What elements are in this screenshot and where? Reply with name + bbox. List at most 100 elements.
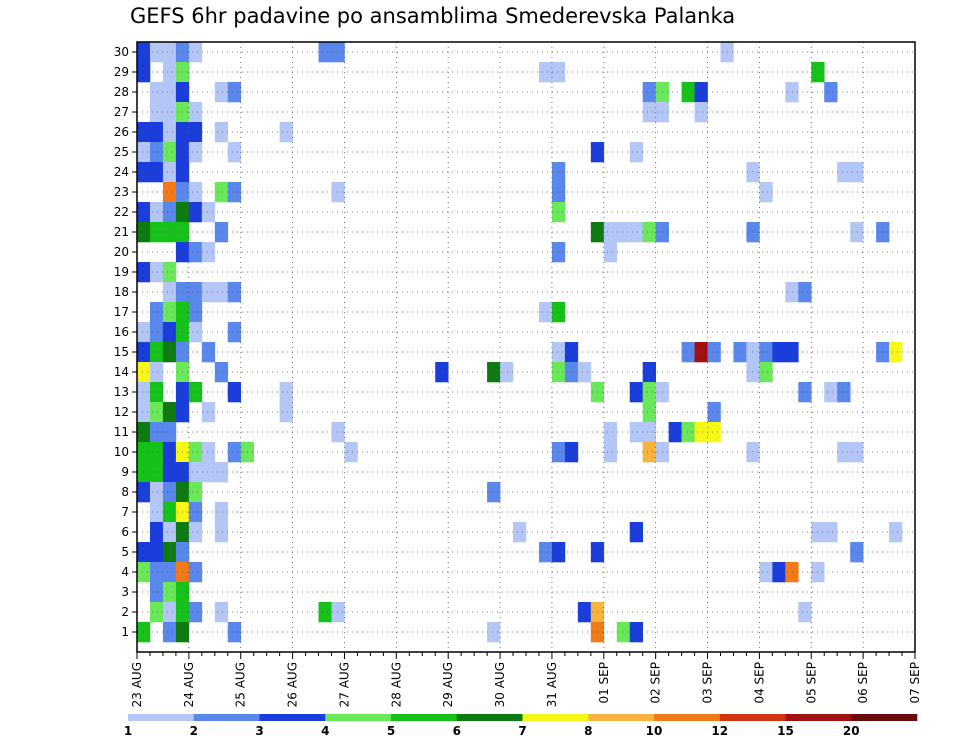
- heatmap-cell: [162, 262, 177, 283]
- y-tick-label: 22: [114, 205, 129, 219]
- heatmap-cell: [149, 342, 164, 363]
- y-tick-label: 23: [114, 185, 129, 199]
- heatmap-cell: [214, 462, 229, 483]
- heatmap-cell: [149, 382, 164, 403]
- heatmap-cell: [137, 342, 151, 363]
- heatmap-cell: [850, 222, 864, 243]
- heatmap-cell: [149, 362, 164, 383]
- heatmap-cell: [564, 342, 579, 363]
- heatmap-cell: [798, 602, 812, 623]
- y-tick-label: 30: [114, 45, 129, 59]
- y-tick-label: 10: [114, 445, 129, 459]
- heatmap-cell: [188, 382, 203, 403]
- heatmap-cell: [188, 502, 203, 523]
- y-tick-label: 16: [114, 325, 129, 339]
- x-tick-label: 04 SEP: [752, 662, 766, 704]
- heatmap-cell: [188, 482, 203, 503]
- x-tick-label: 30 AUG: [493, 662, 507, 707]
- grid-lines: [137, 42, 915, 652]
- heatmap-cell: [162, 182, 177, 203]
- heatmap-cell: [162, 582, 177, 603]
- heatmap-cell: [137, 322, 151, 343]
- heatmap-cell: [149, 582, 164, 603]
- heatmap-cell: [188, 102, 203, 123]
- heatmap-cell: [577, 602, 592, 623]
- heatmap-cell: [889, 342, 903, 363]
- heatmap-cell: [149, 522, 164, 543]
- heatmap-cell: [137, 422, 151, 443]
- heatmap-cell: [642, 422, 656, 443]
- heatmap-cell: [824, 382, 838, 403]
- heatmap-cell: [681, 82, 695, 103]
- heatmap-cell: [188, 142, 203, 163]
- heatmap-cell: [837, 382, 851, 403]
- colorbar-swatch: [456, 714, 523, 721]
- heatmap-cell: [850, 162, 864, 183]
- heatmap-cell: [616, 222, 631, 243]
- heatmap-cell: [681, 422, 695, 443]
- heatmap-cell: [137, 402, 151, 423]
- heatmap-cell: [694, 342, 708, 363]
- heatmap-cell: [149, 502, 164, 523]
- y-tick-label: 1: [121, 625, 129, 639]
- x-tick-label: 26 AUG: [286, 662, 300, 707]
- heatmap-cell: [137, 562, 151, 583]
- heatmap-cell: [137, 202, 151, 223]
- heatmap-cell: [137, 482, 151, 503]
- heatmap-cell: [162, 222, 177, 243]
- heatmap-cell: [188, 302, 203, 323]
- heatmap-cell: [759, 362, 773, 383]
- heatmap-cell: [149, 82, 164, 103]
- heatmap-cell: [201, 202, 216, 223]
- heatmap-cell: [227, 442, 242, 463]
- heatmap-cell: [214, 122, 229, 143]
- heatmap-cell: [746, 222, 760, 243]
- heatmap-cell: [227, 282, 242, 303]
- heatmap-cell: [149, 142, 164, 163]
- x-tick-label: 06 SEP: [856, 662, 870, 704]
- heatmap-cell: [551, 362, 566, 383]
- heatmap-cell: [188, 122, 203, 143]
- heatmap-cell: [824, 522, 838, 543]
- heatmap-cell: [772, 562, 786, 583]
- heatmap-cell: [214, 282, 229, 303]
- heatmap-cell: [733, 342, 747, 363]
- heatmap-cell: [538, 302, 553, 323]
- x-tick-label: 23 AUG: [130, 662, 144, 707]
- heatmap-cell: [642, 102, 656, 123]
- heatmap-cell: [551, 62, 566, 83]
- heatmap-cell: [798, 382, 812, 403]
- y-tick-label: 5: [121, 545, 129, 559]
- heatmap-cell: [162, 462, 177, 483]
- colorbar-label: 1: [124, 724, 132, 738]
- y-tick-label: 26: [114, 125, 129, 139]
- heatmap-cell: [149, 422, 164, 443]
- colorbar-swatch: [391, 714, 458, 721]
- heatmap-cell: [162, 442, 177, 463]
- heatmap-cell: [707, 422, 721, 443]
- heatmap-cell: [201, 342, 216, 363]
- heatmap-cell: [214, 222, 229, 243]
- heatmap-cell: [318, 42, 332, 63]
- heatmap-cell: [694, 82, 708, 103]
- heatmap-cell: [798, 282, 812, 303]
- heatmap-cell: [188, 602, 203, 623]
- heatmap-cell: [746, 362, 760, 383]
- heatmap-cell: [162, 622, 177, 643]
- cell-layer: [137, 42, 903, 643]
- heatmap-cell: [616, 622, 631, 643]
- heatmap-cell: [746, 442, 760, 463]
- heatmap-cell: [137, 542, 151, 563]
- heatmap-cell: [188, 322, 203, 343]
- heatmap-cell: [694, 102, 708, 123]
- heatmap-cell: [188, 202, 203, 223]
- heatmap-cell: [149, 102, 164, 123]
- x-tick-label: 29 AUG: [441, 662, 455, 707]
- heatmap-cell: [149, 302, 164, 323]
- heatmap-cell: [694, 422, 708, 443]
- heatmap-cell: [162, 522, 177, 543]
- colorbar-label: 15: [777, 724, 794, 738]
- heatmap-cell: [137, 142, 151, 163]
- heatmap-cell: [162, 562, 177, 583]
- heatmap-cell: [642, 382, 656, 403]
